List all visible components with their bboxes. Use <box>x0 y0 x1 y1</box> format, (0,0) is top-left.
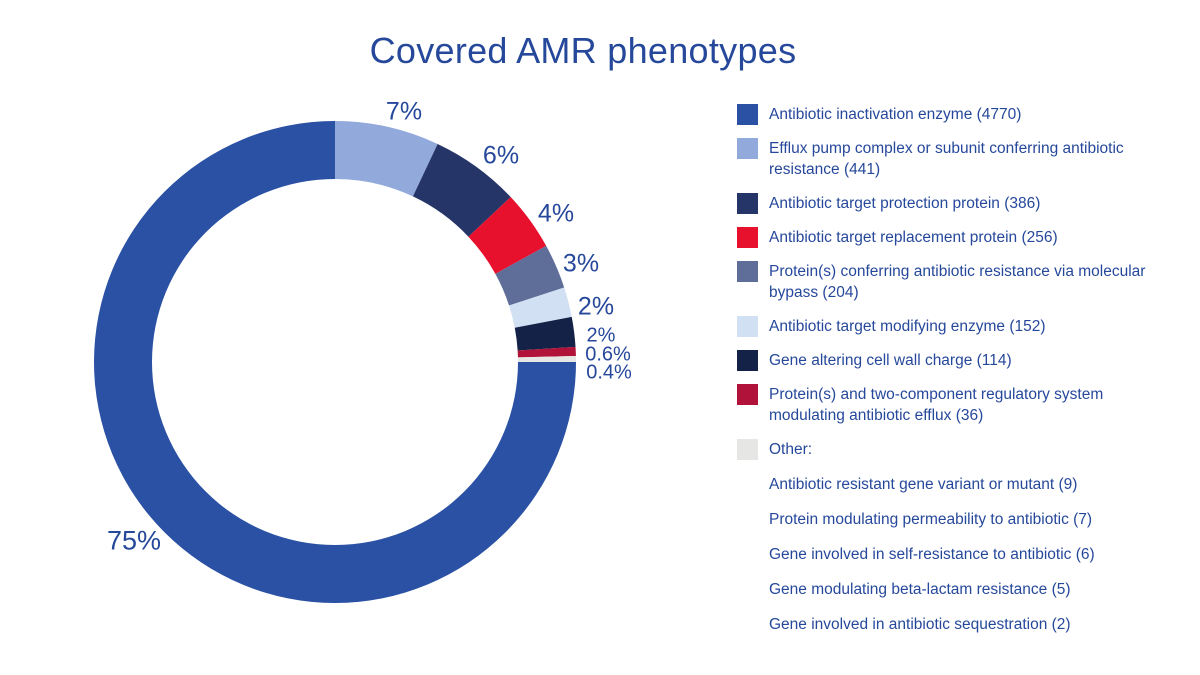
percent-label: 4% <box>537 199 575 228</box>
legend-item-label: Antibiotic target replacement protein (2… <box>769 229 1058 246</box>
legend-other-item: Gene involved in self-resistance to anti… <box>769 546 1095 563</box>
legend-item: Protein(s) conferring antibiotic resista… <box>737 261 1177 303</box>
legend-swatch <box>737 104 758 125</box>
percent-label: 7% <box>385 97 423 126</box>
legend-item: Other: <box>737 439 1177 460</box>
legend-item-label: Antibiotic target modifying enzyme (152) <box>769 318 1046 335</box>
legend: Antibiotic inactivation enzyme (4770) Eff… <box>737 104 1177 635</box>
donut-segment-3 <box>468 197 547 274</box>
percent-label: 2% <box>586 324 616 347</box>
legend-item: Antibiotic target protection protein (38… <box>737 193 1177 214</box>
donut-segment-5 <box>509 287 572 328</box>
page-title: Covered AMR phenotypes <box>369 30 797 71</box>
legend-other-item: Antibiotic resistant gene variant or mut… <box>769 476 1078 493</box>
donut-segment-2 <box>412 143 511 237</box>
legend-swatch <box>737 227 758 248</box>
legend-item-label: Antibiotic target protection protein (38… <box>769 195 1041 212</box>
legend-other-item: Gene involved in antibiotic sequestratio… <box>769 616 1071 633</box>
donut-segment-6 <box>514 316 576 351</box>
legend-other-list: Antibiotic resistant gene variant or mut… <box>737 474 1177 635</box>
legend-item: Antibiotic target modifying enzyme (152) <box>737 316 1177 337</box>
legend-item: Antibiotic inactivation enzyme (4770) <box>737 104 1177 125</box>
percent-label: 0.4% <box>586 361 632 384</box>
donut-svg <box>94 121 576 603</box>
percent-label: 75% <box>106 525 162 556</box>
legend-swatch <box>737 350 758 371</box>
legend-item-label: Antibiotic inactivation enzyme (4770) <box>769 106 1022 123</box>
legend-item: Antibiotic target replacement protein (2… <box>737 227 1177 248</box>
percent-label: 2% <box>577 292 615 321</box>
donut-segment-7 <box>517 346 576 358</box>
donut-chart: 75% 7% 6% 4% 3% 2% 2% 0.6% 0.4% <box>94 97 632 603</box>
legend-other-item: Gene modulating beta-lactam resistance (… <box>769 581 1071 598</box>
legend-swatch <box>737 193 758 214</box>
percent-label: 6% <box>482 141 520 170</box>
legend-swatch <box>737 138 758 159</box>
legend-item: Gene altering cell wall charge (114) <box>737 350 1177 371</box>
donut-segment-8 <box>517 355 576 362</box>
legend-item-label: Other: <box>769 441 813 458</box>
legend-item-label: Protein(s) and two-component regulatory … <box>769 386 1104 424</box>
percent-label: 0.6% <box>585 343 631 366</box>
legend-item-label: Efflux pump complex or subunit conferrin… <box>769 140 1124 178</box>
percent-label: 3% <box>562 249 600 278</box>
donut-segment-1 <box>335 121 438 197</box>
legend-swatch <box>737 316 758 337</box>
legend-swatch <box>737 261 758 282</box>
legend-item: Protein(s) and two-component regulatory … <box>737 384 1177 426</box>
legend-item-label: Protein(s) conferring antibiotic resista… <box>769 263 1146 301</box>
legend-swatch <box>737 439 758 460</box>
legend-other-item: Protein modulating permeability to antib… <box>769 511 1093 528</box>
legend-item: Efflux pump complex or subunit conferrin… <box>737 138 1177 180</box>
legend-swatch <box>737 384 758 405</box>
donut-segment-4 <box>495 245 565 306</box>
legend-item-label: Gene altering cell wall charge (114) <box>769 352 1012 369</box>
